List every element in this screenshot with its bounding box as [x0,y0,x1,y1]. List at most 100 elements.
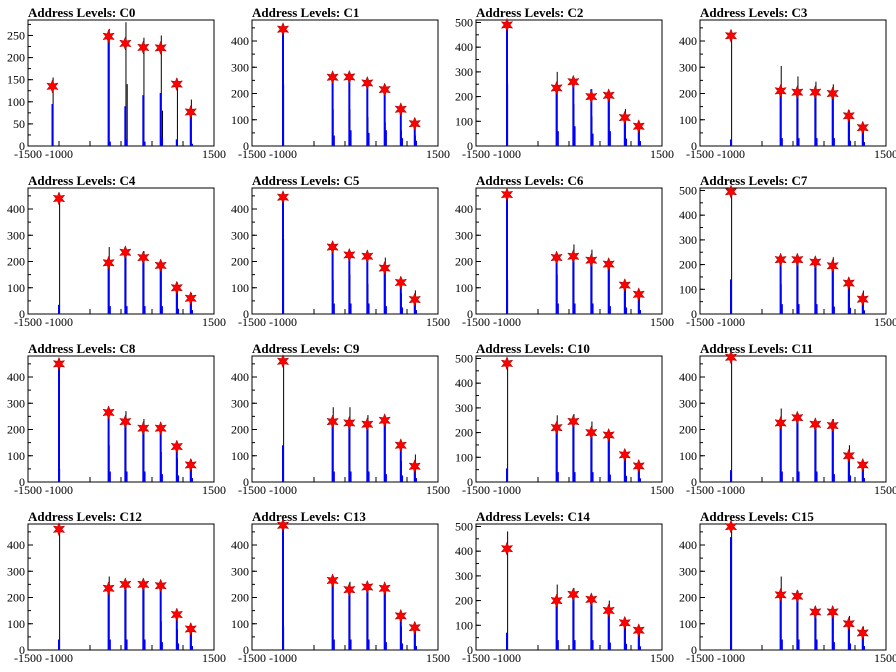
peak-marker [618,277,632,293]
peak-marker [343,247,356,263]
peak-marker [550,80,563,96]
peak-marker [724,519,738,534]
y-tick-label: 400 [231,34,249,48]
y-tick-label: 100 [7,617,25,631]
y-tick-label: 200 [679,591,697,605]
y-tick-label: 300 [679,233,697,247]
plot-frame [251,19,439,147]
peak-marker [102,405,115,420]
y-tick-label: 0 [19,643,25,657]
y-tick-label: 400 [679,538,697,552]
chart-panel: Address Levels: C14 0 100 200 300 400 500 -1500… [448,504,674,672]
peak-marker [361,579,374,595]
peak-marker [170,280,184,295]
chart-panel: Address Levels: C6 0 100 200 300 400 -1500 -100… [448,168,674,336]
peak-marker [326,70,339,85]
chart-svg: Address Levels: C15 0 100 200 300 400 -1500 -10… [679,509,896,665]
chart-svg: Address Levels: C5 0 100 200 300 400 -1500 -100… [231,173,450,329]
y-tick-label: 0 [691,643,697,657]
chart-panel: Address Levels: C10 0 100 200 300 400 500 -1500… [448,336,674,504]
y-tick-label: 100 [455,618,473,632]
x-tick-label: -1000 [717,651,745,665]
peak-marker [343,415,356,431]
peak-marker [856,457,869,473]
x-tick-label: -1000 [717,483,745,497]
peak-marker [602,427,615,443]
peak-marker [585,89,598,104]
peak-marker [774,415,787,431]
chart-title: Address Levels: C7 [700,173,808,188]
plot-frame [251,187,439,315]
chart-panel: Address Levels: C0 0 50 100 150 200 250 -1500 -1… [0,0,226,168]
x-tick-label: 1500 [874,483,896,497]
x-tick-label: -1500 [238,315,266,329]
peak-marker [632,458,645,474]
y-tick-label: 0 [467,475,473,489]
peak-marker [618,447,632,463]
y-tick-label: 400 [455,376,473,390]
y-tick-label: 400 [231,202,249,216]
y-tick-label: 200 [679,87,697,101]
peak-marker [137,40,150,55]
chart-title: Address Levels: C5 [252,173,360,188]
peak-marker [791,588,804,604]
y-tick-label: 0 [243,475,249,489]
chart-panel: Address Levels: C2 0 100 200 300 400 500 -1500-… [448,0,674,168]
y-tick-label: 500 [455,351,473,365]
x-tick-label: -1000 [45,315,73,329]
x-tick-label: 1500 [650,315,674,329]
peak-marker [394,438,408,453]
x-tick-label: 1500 [202,147,226,161]
peak-marker [154,420,167,436]
y-tick-label: 200 [231,255,249,269]
y-tick-label: 100 [455,281,473,295]
peak-marker [618,110,632,125]
chart-title: Address Levels: C15 [700,509,814,524]
chart-title: Address Levels: C13 [252,509,366,524]
peak-marker [137,420,150,436]
y-tick-label: 200 [679,423,697,437]
peak-marker [724,28,738,43]
peak-marker [170,607,184,622]
peak-marker [550,420,563,435]
x-tick-label: 1500 [426,315,450,329]
chart-panel: Address Levels: C5 0 100 200 300 400 -1500 -100… [224,168,450,336]
peak-marker [408,292,421,307]
peak-marker [378,82,391,97]
chart-title: Address Levels: C3 [700,5,808,20]
x-tick-label: -1500 [462,315,490,329]
y-tick-label: 400 [455,544,473,558]
peak-marker [154,258,167,273]
y-tick-label: 200 [7,51,25,65]
x-tick-label: -1000 [269,147,297,161]
peak-marker [184,457,197,473]
chart-panel: Address Levels: C4 0 100 200 300 400 -1500 -100… [0,168,226,336]
peak-marker [361,417,374,432]
chart-panel: Address Levels: C11 0 100 200 300 400 -1500 -10… [672,336,896,504]
peak-marker [394,102,408,117]
y-tick-label: 400 [679,370,697,384]
peak-marker [791,252,804,267]
peak-marker [550,593,563,608]
peak-marker [170,76,184,92]
chart-panel: Address Levels: C9 0 100 200 300 400 -1500 -100… [224,336,450,504]
y-tick-label: 200 [7,423,25,437]
peak-marker [378,581,391,596]
x-tick-label: -1000 [45,651,73,665]
y-tick-label: 100 [231,449,249,463]
peak-marker [826,86,839,101]
y-tick-label: 100 [679,449,697,463]
chart-svg: Address Levels: C2 0 100 200 300 400 500 -1500-… [455,5,674,161]
peak-marker [394,275,408,290]
peak-marker [774,252,787,267]
y-tick-label: 300 [679,564,697,578]
y-tick-label: 300 [231,564,249,578]
y-tick-label: 300 [455,65,473,79]
x-tick-label: -1000 [493,147,521,161]
chart-title: Address Levels: C1 [252,5,359,20]
chart-title: Address Levels: C4 [28,173,136,188]
peak-marker [826,258,839,274]
plot-frame [27,19,215,147]
chart-title: Address Levels: C6 [476,173,584,188]
y-tick-label: 300 [7,564,25,578]
